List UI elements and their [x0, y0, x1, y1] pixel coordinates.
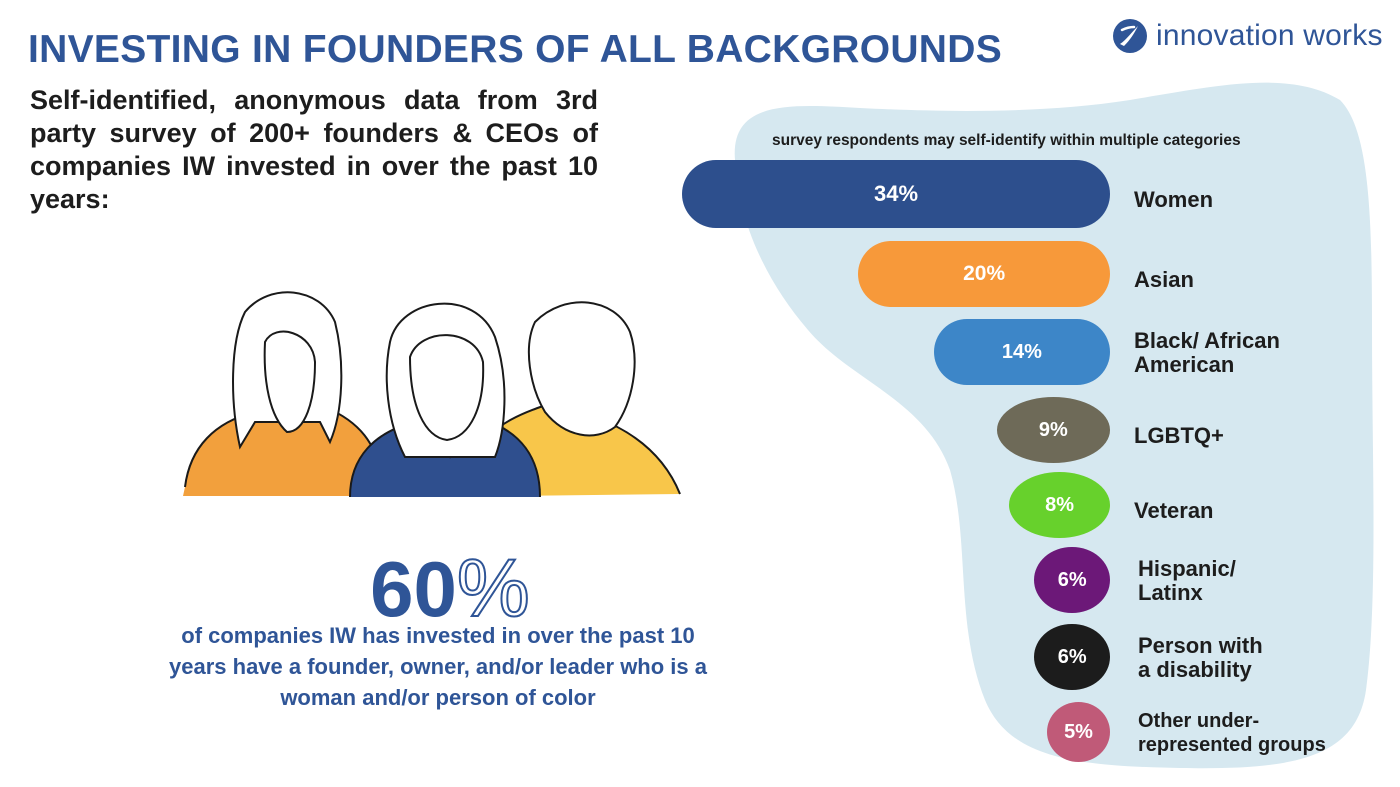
bar: 20%: [858, 241, 1110, 307]
highlight-caption-line: woman and/or person of color: [280, 685, 596, 710]
bar-category-line: Person with: [1138, 633, 1263, 658]
highlight-stat: 60%: [140, 542, 760, 636]
bar-value-label: 14%: [1001, 340, 1042, 363]
bar: 6%: [1034, 624, 1110, 690]
logo-text: innovation works: [1156, 19, 1383, 52]
bar-value-label: 20%: [963, 262, 1006, 285]
bar-category-label: Hispanic/Latinx: [1138, 557, 1236, 605]
bar: 8%: [1009, 472, 1110, 538]
chart-note: survey respondents may self-identify wit…: [772, 132, 1241, 149]
bar-value-label: 8%: [1045, 493, 1075, 516]
bar-category-label: Women: [1134, 188, 1213, 211]
highlight-caption-line: years have a founder, owner, and/or lead…: [169, 654, 707, 679]
bar-value-label: 34%: [873, 181, 919, 206]
bar-category-label: LGBTQ+: [1134, 424, 1224, 447]
highlight-caption: of companies IW has invested in over the…: [108, 620, 768, 713]
three-founders-illustration: [183, 291, 681, 498]
bar-value-label: 6%: [1057, 645, 1087, 668]
iw-swoosh-icon: [1113, 19, 1147, 53]
bar-category-label: Asian: [1134, 268, 1194, 291]
bar: 6%: [1034, 547, 1110, 613]
highlight-unit: %: [456, 542, 531, 635]
bar: 5%: [1047, 702, 1110, 762]
bar-category-line: a disability: [1138, 657, 1252, 682]
bar-category-line: American: [1134, 352, 1235, 377]
bar-category-line: Asian: [1134, 266, 1194, 292]
bar-category-label: Other under-represented groups: [1138, 709, 1326, 757]
bar-category-line: LGBTQ+: [1134, 422, 1224, 448]
bar-category-line: represented groups: [1138, 734, 1326, 756]
bar-category-label: Person with a disability: [1138, 634, 1263, 682]
bar-category-line: Veteran: [1134, 497, 1214, 523]
bar-value-label: 6%: [1057, 568, 1087, 591]
bar-category-label: Veteran: [1134, 499, 1214, 522]
bar-category-line: Hispanic/: [1138, 556, 1236, 581]
bar-value-label: 9%: [1038, 418, 1068, 441]
bar-category-line: Women: [1134, 186, 1214, 212]
bar-category-line: Black/ African: [1134, 328, 1280, 353]
highlight-caption-line: of companies IW has invested in over the…: [181, 623, 695, 648]
bar: 34%: [682, 160, 1110, 228]
intro-text: Self-identified, anonymous data from 3rd…: [30, 85, 598, 214]
bar: 9%: [996, 397, 1110, 463]
page-title: INVESTING IN FOUNDERS OF ALL BACKGROUNDS: [28, 28, 1003, 71]
bar-category-line: Latinx: [1138, 580, 1203, 605]
logo: innovation works: [1112, 14, 1383, 58]
bar-category-label: Black/ African American: [1134, 329, 1280, 377]
highlight-value: 60: [370, 545, 457, 633]
bar-value-label: 5%: [1064, 720, 1093, 743]
bar: 14%: [933, 319, 1110, 385]
bar-category-line: Other under-: [1138, 710, 1260, 732]
